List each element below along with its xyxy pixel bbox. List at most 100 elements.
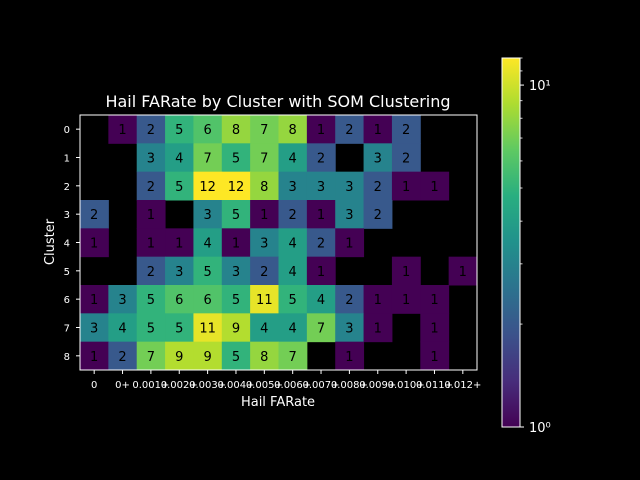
cell-value-label: 4 [289, 265, 297, 280]
heatmap-cell [250, 171, 279, 201]
heatmap-cell [221, 228, 251, 258]
heatmap-cell [278, 115, 308, 144]
x-axis-label: Hail FARate [241, 395, 315, 410]
x-tick-label: 0.005+ [246, 380, 283, 391]
y-tick-label: 2 [64, 182, 70, 193]
heatmap-cell [420, 171, 450, 201]
cell-value-label: 2 [374, 180, 382, 195]
heatmap-cell [278, 256, 308, 286]
heatmap-cell [193, 313, 223, 343]
cell-value-label: 2 [317, 237, 325, 252]
heatmap-cell [306, 200, 336, 229]
cell-value-label: 3 [175, 265, 183, 280]
heatmap-cell [136, 341, 166, 371]
cell-value-label: 2 [147, 180, 155, 195]
cell-value-label: 7 [260, 152, 268, 167]
cell-value-label: 4 [118, 322, 126, 337]
heatmap-cell [221, 285, 251, 314]
cell-value-label: 4 [289, 237, 297, 252]
cell-value-label: 3 [317, 180, 325, 195]
chart-title: Hail FARate by Cluster with SOM Clusteri… [105, 92, 450, 111]
heatmap-cell [335, 228, 365, 258]
cell-value-label: 1 [430, 293, 438, 308]
heatmap-cell [391, 171, 421, 201]
cell-value-label: 5 [175, 180, 183, 195]
cell-value-label: 1 [90, 293, 98, 308]
heatmap-cell [335, 285, 365, 314]
cell-value-label: 2 [345, 293, 353, 308]
cell-value-label: 12 [228, 180, 245, 195]
cell-value-label: 2 [90, 208, 98, 223]
cell-value-label: 5 [175, 322, 183, 337]
cell-value-label: 1 [345, 350, 353, 365]
heatmap-cell [221, 200, 251, 229]
heatmap-cell [165, 313, 194, 343]
x-tick-label: 0.008+ [331, 380, 368, 391]
cell-value-label: 7 [147, 350, 155, 365]
cell-value-label: 7 [317, 322, 325, 337]
cell-value-label: 8 [260, 350, 268, 365]
cell-value-label: 3 [118, 293, 126, 308]
cell-value-label: 1 [402, 293, 410, 308]
heatmap-cell [278, 341, 308, 371]
heatmap-cell [306, 285, 336, 314]
cell-value-label: 9 [175, 350, 183, 365]
cell-value-label: 1 [175, 237, 183, 252]
cell-value-label: 3 [232, 265, 240, 280]
heatmap-cell [221, 313, 251, 343]
colorbar-tick-label: 10⁰ [529, 421, 551, 436]
cell-value-label: 3 [90, 322, 98, 337]
heatmap-cell [165, 228, 194, 258]
heatmap-cell [136, 285, 166, 314]
heatmap-cell [250, 313, 279, 343]
heatmap-cell [278, 171, 308, 201]
heatmap-cell [391, 115, 421, 144]
cell-value-label: 1 [90, 350, 98, 365]
heatmap-cell [391, 285, 421, 314]
cell-value-label: 1 [118, 123, 126, 138]
heatmap-cell [448, 256, 478, 286]
x-tick-label: 0.009+ [359, 380, 396, 391]
cell-value-label: 1 [317, 208, 325, 223]
cell-value-label: 8 [289, 123, 297, 138]
heatmap-cell [165, 143, 194, 173]
cell-value-label: 9 [232, 322, 240, 337]
cell-value-label: 2 [118, 350, 126, 365]
heatmap-cell [193, 228, 223, 258]
cell-value-label: 1 [430, 322, 438, 337]
cell-value-label: 6 [203, 293, 211, 308]
cell-value-label: 3 [147, 152, 155, 167]
cell-value-label: 4 [317, 293, 325, 308]
cell-value-label: 5 [147, 322, 155, 337]
cell-value-label: 5 [232, 293, 240, 308]
colorbar-gradient [501, 57, 521, 428]
cell-value-label: 4 [289, 322, 297, 337]
heatmap-cell [193, 143, 223, 173]
y-tick-label: 0 [64, 125, 70, 136]
x-tick-label: 0.012+ [444, 380, 481, 391]
heatmap-cell [278, 228, 308, 258]
heatmap-cell [250, 256, 279, 286]
heatmap-cell [136, 115, 166, 144]
cell-value-label: 5 [289, 293, 297, 308]
x-axis: 0 0+ 0.001+0.002+0.003+0.004+0.005+0.006+0… [91, 370, 481, 391]
heatmap-cell [306, 115, 336, 144]
cell-value-label: 7 [203, 152, 211, 167]
cell-value-label: 3 [345, 322, 353, 337]
heatmap-cell [165, 256, 194, 286]
heatmap-cell [363, 171, 393, 201]
cell-value-label: 1 [430, 180, 438, 195]
heatmap-cell [363, 200, 393, 229]
cell-value-label: 1 [374, 322, 382, 337]
cell-value-label: 1 [430, 350, 438, 365]
cell-value-label: 4 [289, 152, 297, 167]
heatmap-cell [306, 256, 336, 286]
heatmap-cell [363, 143, 393, 173]
heatmap-cell [108, 313, 138, 343]
x-tick-label: 0.011+ [416, 380, 453, 391]
heatmap-cell [165, 115, 194, 144]
y-tick-label: 5 [64, 267, 70, 278]
cell-value-label: 1 [232, 237, 240, 252]
cell-value-label: 5 [232, 152, 240, 167]
